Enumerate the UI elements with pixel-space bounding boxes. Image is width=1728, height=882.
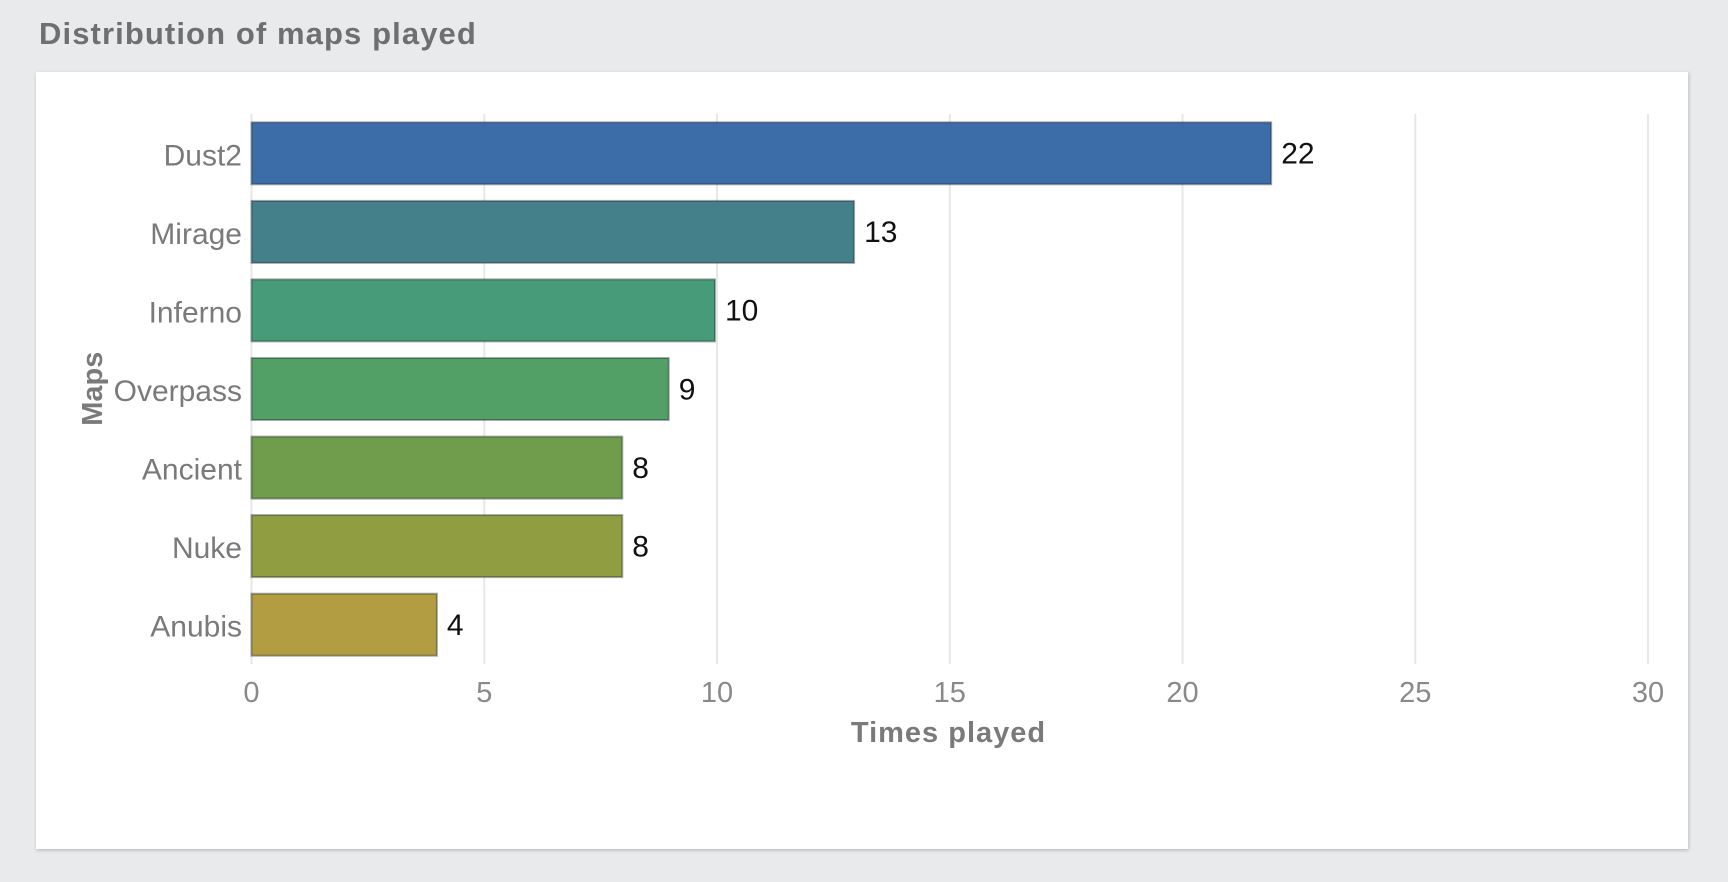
svg-text:Ancient: Ancient: [142, 454, 243, 487]
svg-text:10: 10: [701, 677, 733, 709]
svg-text:9: 9: [679, 373, 696, 406]
svg-text:30: 30: [1632, 677, 1664, 709]
svg-text:Anubis: Anubis: [150, 611, 242, 644]
svg-text:Mirage: Mirage: [150, 218, 242, 251]
svg-text:4: 4: [447, 609, 464, 642]
svg-text:13: 13: [864, 216, 897, 249]
svg-text:5: 5: [476, 677, 492, 709]
svg-text:Inferno: Inferno: [149, 296, 242, 329]
svg-text:Dust2: Dust2: [164, 139, 242, 172]
svg-text:Times played: Times played: [851, 717, 1046, 749]
svg-text:0: 0: [243, 677, 259, 709]
svg-text:8: 8: [632, 452, 649, 485]
svg-text:Overpass: Overpass: [114, 375, 242, 408]
svg-text:15: 15: [934, 677, 966, 709]
svg-text:Maps: Maps: [77, 352, 109, 426]
svg-text:22: 22: [1281, 138, 1314, 171]
svg-text:8: 8: [632, 530, 649, 563]
svg-text:20: 20: [1166, 677, 1198, 709]
svg-text:Nuke: Nuke: [172, 532, 242, 565]
svg-text:10: 10: [725, 295, 758, 328]
svg-text:Distribution of maps played: Distribution of maps played: [39, 16, 477, 51]
svg-text:25: 25: [1399, 677, 1431, 709]
